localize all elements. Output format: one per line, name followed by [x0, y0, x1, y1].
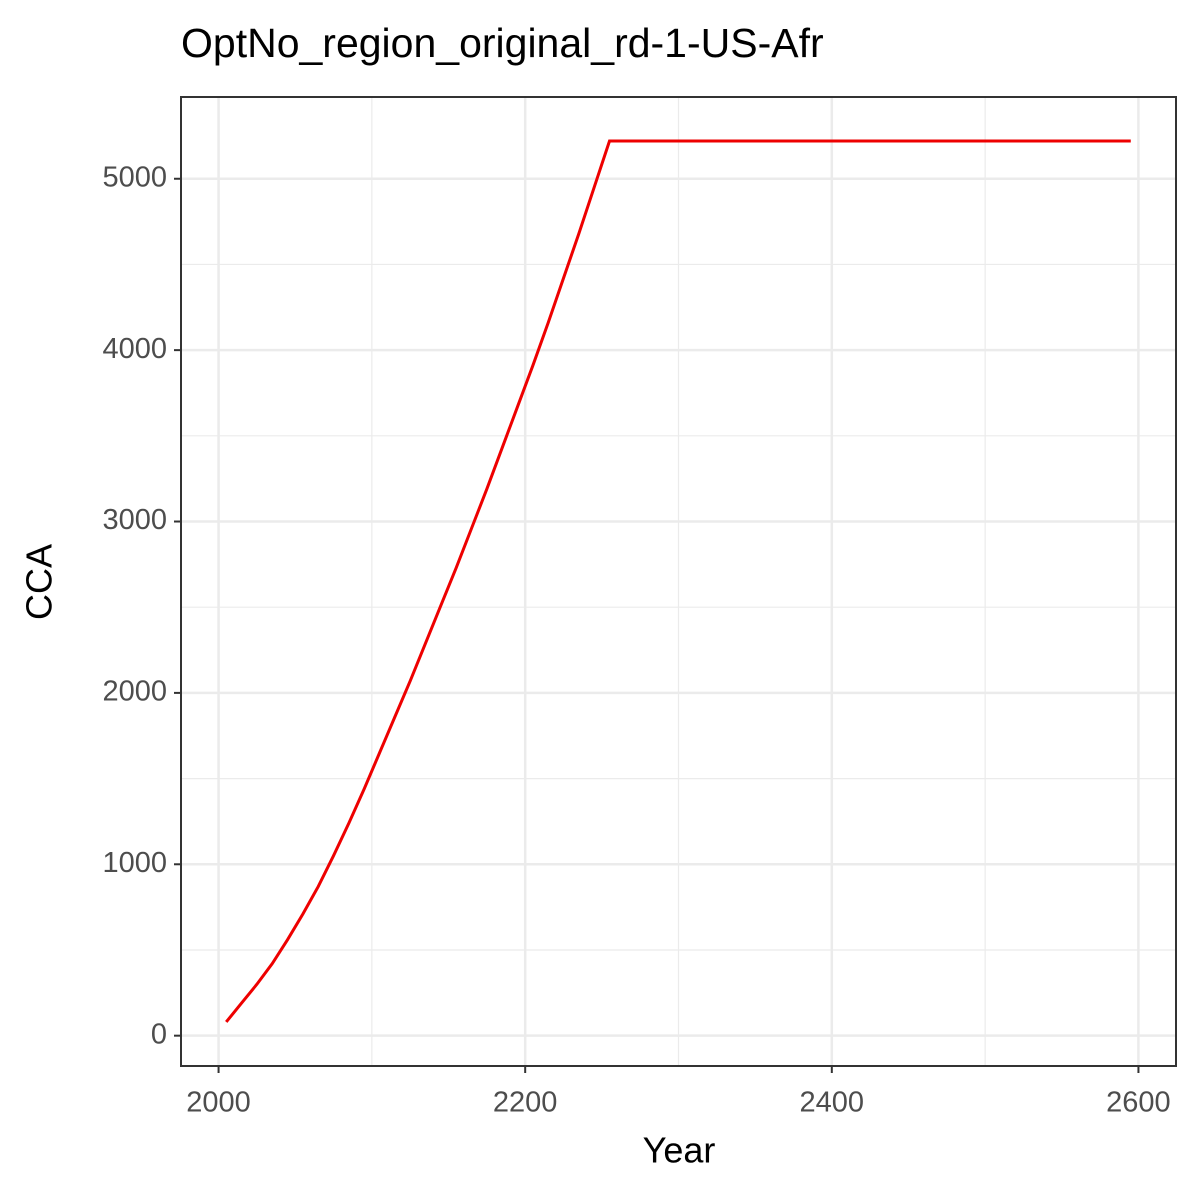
x-tick-label: 2200	[493, 1087, 558, 1119]
y-tick-label: 3000	[102, 504, 167, 536]
x-tick-label: 2000	[186, 1087, 251, 1119]
chart-title: OptNo_region_original_rd-1-US-Afr	[181, 20, 824, 66]
y-tick-label: 1000	[102, 847, 167, 879]
y-tick-label: 0	[151, 1018, 167, 1050]
panel-border	[180, 96, 1177, 1067]
x-tick-label: 2600	[1106, 1087, 1171, 1119]
x-axis-title: Year	[643, 1130, 716, 1171]
data-line	[225, 139, 1131, 1023]
y-tick-label: 5000	[102, 161, 167, 193]
y-tick-label: 2000	[102, 676, 167, 708]
y-axis-title: CCA	[19, 544, 60, 620]
y-tick-label: 4000	[102, 333, 167, 365]
x-tick-label: 2400	[800, 1087, 865, 1119]
